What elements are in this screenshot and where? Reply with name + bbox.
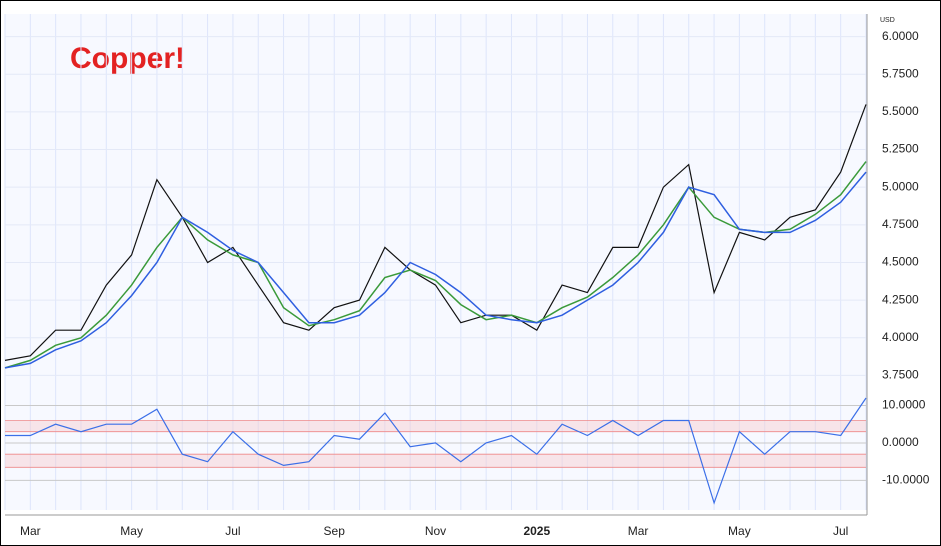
y-tick-label: -10.0000 bbox=[882, 473, 930, 487]
y-tick-label: 5.0000 bbox=[882, 179, 919, 193]
series-line bbox=[4, 161, 867, 369]
x-tick-label: Jul bbox=[225, 524, 240, 538]
series-line bbox=[4, 171, 867, 369]
y-tick-label: 4.0000 bbox=[882, 330, 919, 344]
chart-title: Copper! bbox=[70, 42, 185, 75]
series-line bbox=[4, 104, 867, 361]
y-tick-label: 0.0000 bbox=[882, 435, 919, 449]
y-tick-label: 10.0000 bbox=[882, 398, 926, 412]
y-tick-label: 5.2500 bbox=[882, 142, 919, 156]
y-tick-label: 4.2500 bbox=[882, 292, 919, 306]
y-tick-label: 3.7500 bbox=[882, 368, 919, 382]
x-tick-label: 2025 bbox=[523, 524, 550, 538]
x-tick-label: Sep bbox=[324, 524, 346, 538]
x-tick-label: Nov bbox=[425, 524, 446, 538]
x-tick-label: Jul bbox=[833, 524, 848, 538]
unit-label: USD bbox=[880, 17, 895, 24]
y-tick-label: 5.7500 bbox=[882, 66, 919, 80]
y-tick-label: 6.0000 bbox=[882, 29, 919, 43]
band bbox=[5, 454, 866, 468]
y-tick-label: 5.5000 bbox=[882, 104, 919, 118]
x-tick-label: Mar bbox=[628, 524, 649, 538]
y-tick-label: 4.5000 bbox=[882, 255, 919, 269]
y-tick-label: 4.7500 bbox=[882, 217, 919, 231]
x-tick-label: May bbox=[728, 524, 751, 538]
x-tick-label: May bbox=[120, 524, 143, 538]
x-tick-label: Mar bbox=[20, 524, 41, 538]
series-line bbox=[5, 397, 867, 505]
band bbox=[5, 420, 866, 432]
